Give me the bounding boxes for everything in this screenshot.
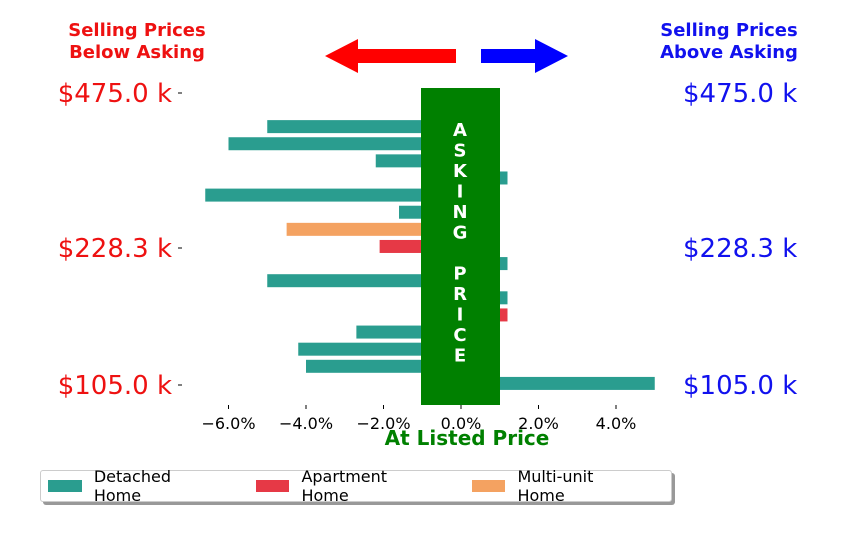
bar <box>298 342 461 356</box>
x-tick-label: −6.0% <box>201 414 255 433</box>
legend-label-detached: Detached Home <box>93 467 171 505</box>
band-letter: A <box>453 120 467 141</box>
band-letter: S <box>454 141 467 162</box>
y-label-right: $475.0 k <box>683 79 797 109</box>
band-letter: E <box>454 346 466 367</box>
y-label-left: $228.3 k <box>58 234 172 264</box>
x-axis-label: At Listed Price <box>385 426 550 450</box>
band-letter: C <box>453 325 466 346</box>
below-asking-title: Selling Prices Below Asking <box>28 20 246 64</box>
band-letter: R <box>453 284 467 305</box>
right-arrow-icon <box>481 39 568 73</box>
bar <box>228 137 461 151</box>
band-letter: G <box>453 223 468 244</box>
left-arrow-icon <box>325 39 456 73</box>
legend-label-apartment: Apartment Home <box>301 467 388 505</box>
band-letter: K <box>453 161 468 182</box>
band-letter: I <box>457 305 464 326</box>
bar <box>205 188 461 202</box>
band-letter: N <box>452 202 467 223</box>
y-label-right: $228.3 k <box>683 234 797 264</box>
x-tick-label: 2.0% <box>518 414 559 433</box>
legend-swatch-multiunit <box>471 480 506 492</box>
bar <box>267 274 461 288</box>
asking-price-band <box>421 88 500 405</box>
legend-swatch-detached <box>48 480 82 492</box>
y-label-left: $475.0 k <box>58 79 172 109</box>
x-tick-label: 4.0% <box>596 414 637 433</box>
legend-item-detached: Detached Home <box>48 467 223 505</box>
below-asking-title-line2: Below Asking <box>69 42 205 63</box>
y-axis-labels: $475.0 k $228.3 k $105.0 k $475.0 k $228.3 k… <box>58 79 798 401</box>
y-label-left: $105.0 k <box>58 371 172 401</box>
above-asking-title-line1: Selling Prices <box>660 20 798 41</box>
x-tick-label: −4.0% <box>279 414 333 433</box>
legend-label-multiunit: Multi-unit Home <box>517 467 594 505</box>
legend-item-multiunit: Multi-unit Home <box>471 467 645 505</box>
legend-swatch-apartment <box>255 480 290 492</box>
bar <box>286 222 461 236</box>
legend-item-apartment: Apartment Home <box>255 467 439 505</box>
x-tick-label: 0.0% <box>441 414 482 433</box>
y-label-right: $105.0 k <box>683 371 797 401</box>
legend: Detached Home Apartment Home Multi-unit … <box>40 467 672 505</box>
below-asking-title-line1: Selling Prices <box>68 20 206 41</box>
x-axis: −6.0% −4.0% −2.0% 0.0% 2.0% 4.0% <box>201 405 636 433</box>
bar <box>461 376 655 390</box>
x-tick-label: −2.0% <box>356 414 410 433</box>
above-asking-title-line2: Above Asking <box>660 42 798 63</box>
band-letter: P <box>453 264 466 285</box>
above-asking-title: Selling Prices Above Asking <box>620 20 838 64</box>
band-letter: I <box>457 182 464 203</box>
bar <box>267 120 461 134</box>
